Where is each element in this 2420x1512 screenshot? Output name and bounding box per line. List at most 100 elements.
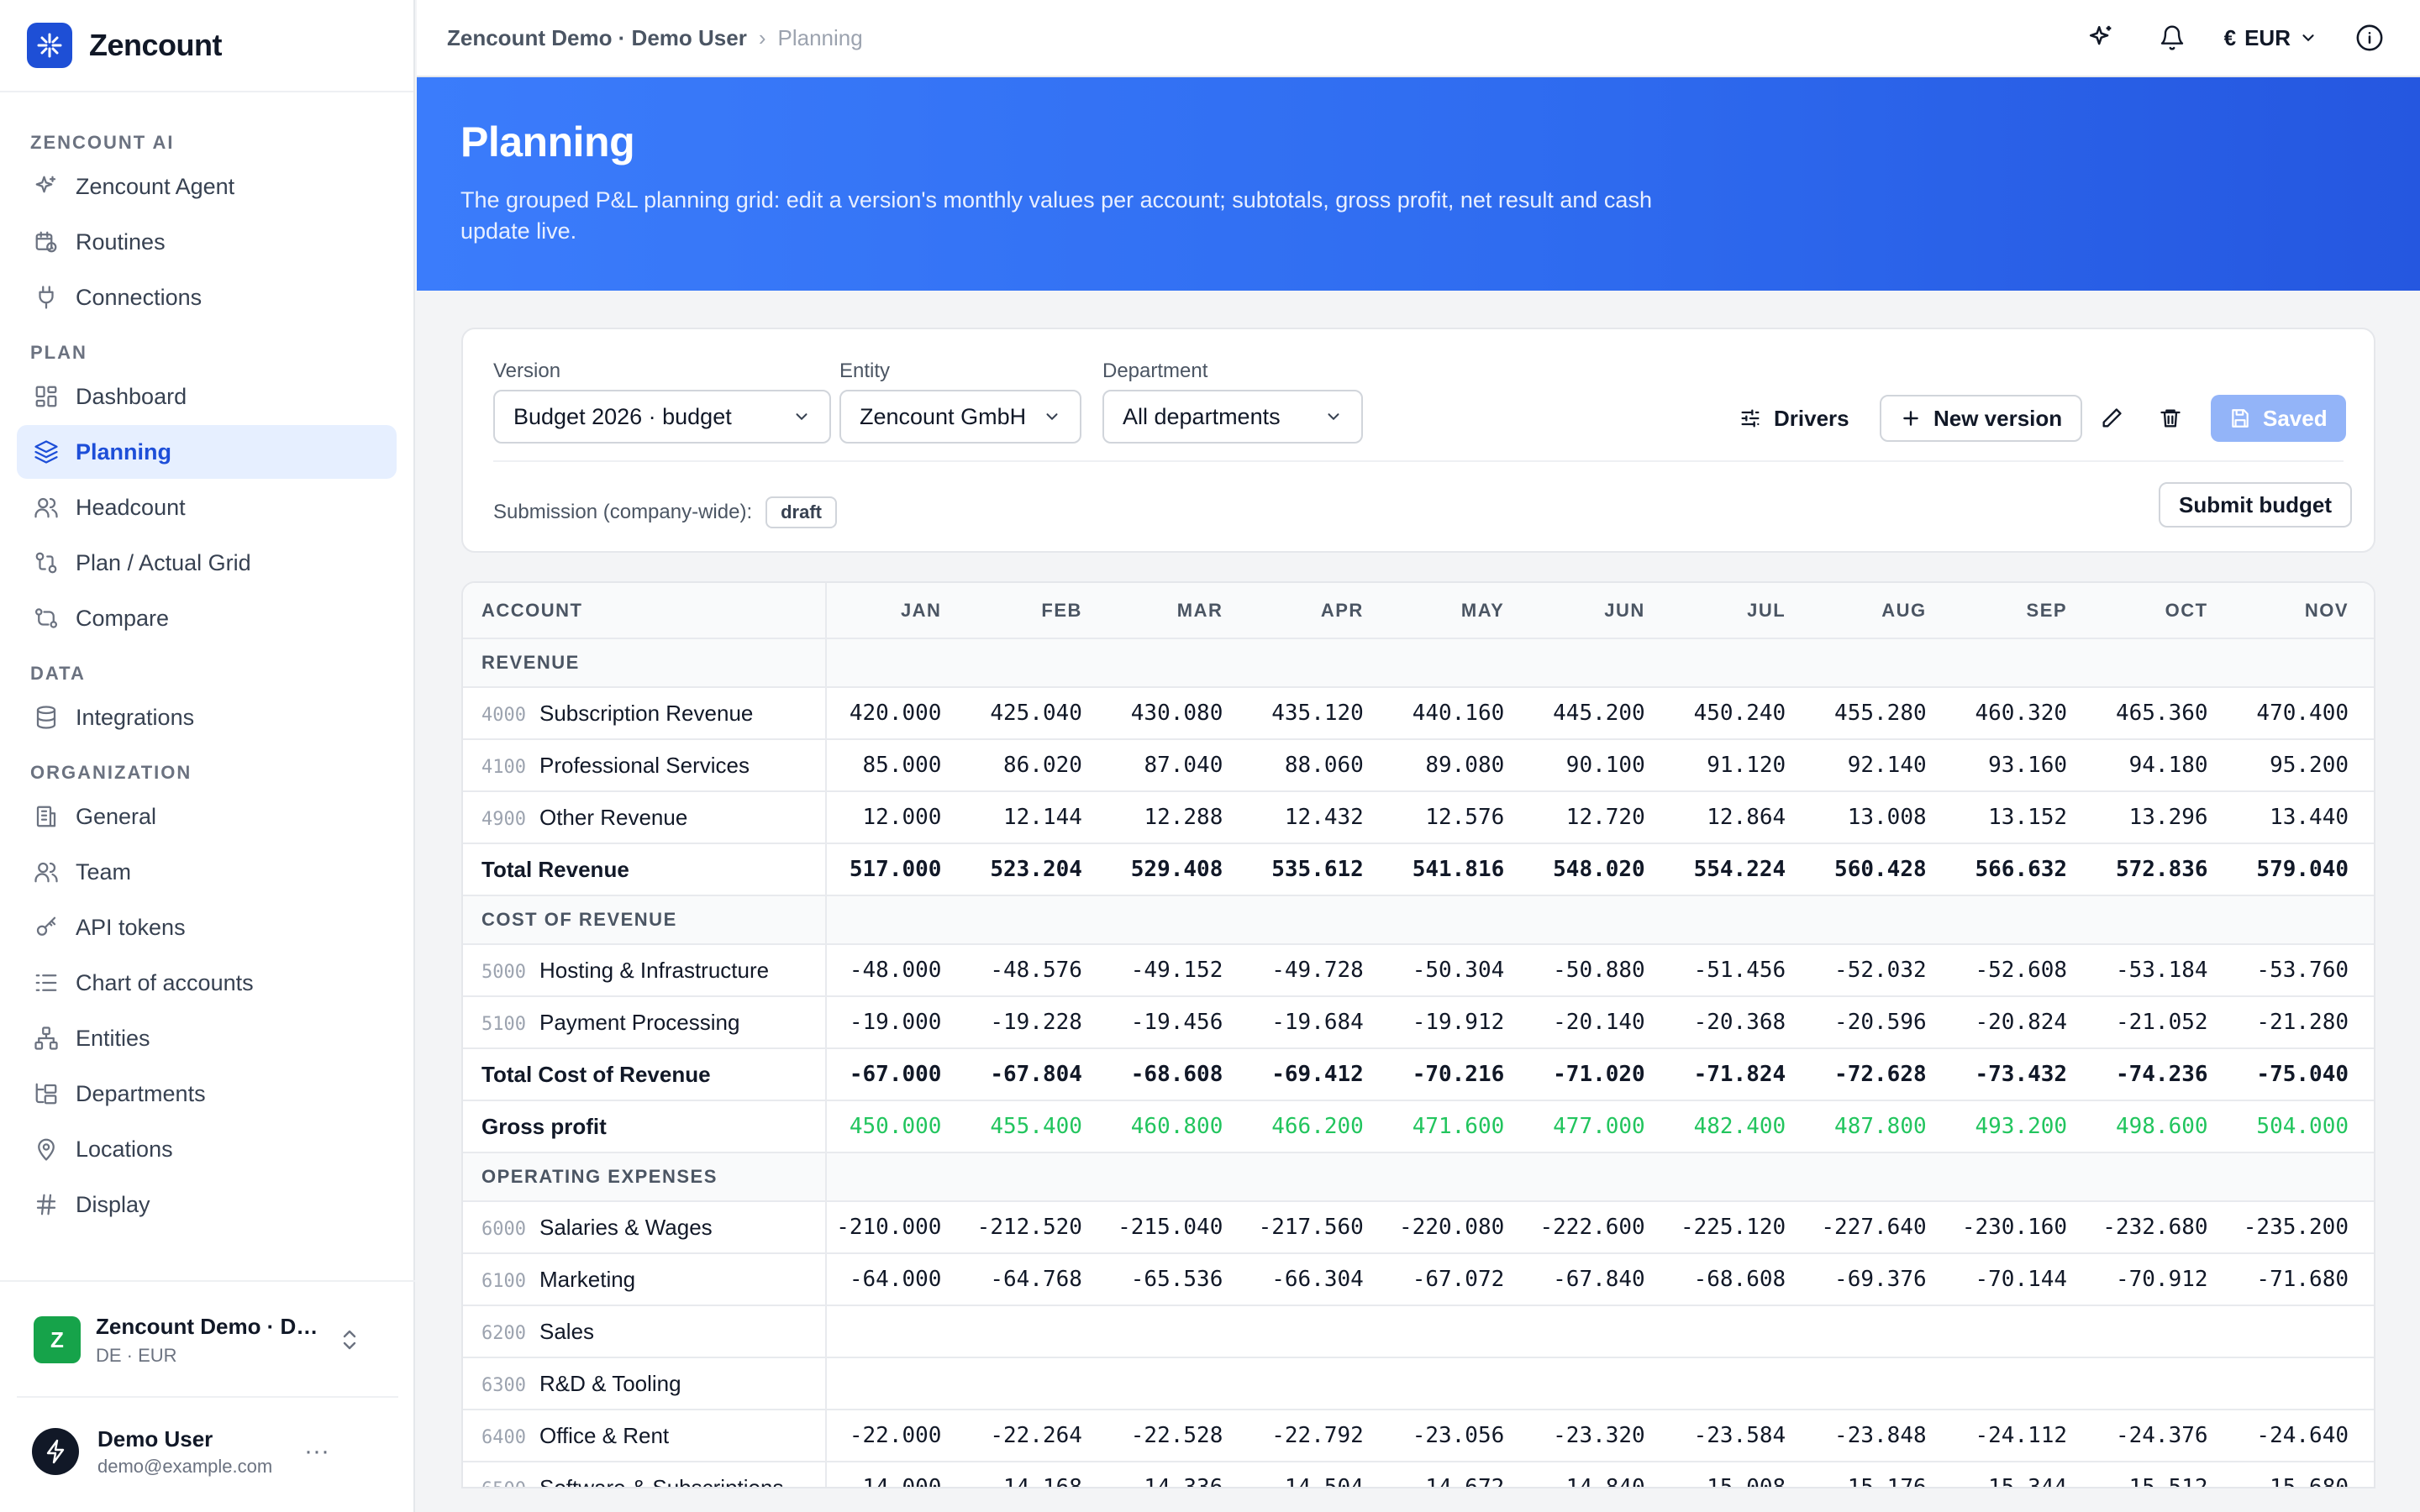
value-cell[interactable]: -22.528 xyxy=(1107,1410,1249,1462)
new-version-button[interactable]: New version xyxy=(1880,395,2083,442)
value-cell[interactable]: -70.144 xyxy=(1951,1253,2093,1306)
value-cell[interactable] xyxy=(1107,1305,1249,1358)
currency-selector[interactable]: € EUR xyxy=(2224,25,2317,51)
sidebar-item-chart-of-accounts[interactable]: Chart of accounts xyxy=(17,956,397,1010)
value-cell[interactable]: 92.140 xyxy=(1811,739,1952,792)
value-cell[interactable]: -222.600 xyxy=(1529,1201,1670,1254)
value-cell[interactable]: -20.140 xyxy=(1529,996,1670,1049)
value-cell[interactable]: -68.608 xyxy=(1670,1253,1812,1306)
sidebar-item-compare[interactable]: Compare xyxy=(17,591,397,645)
value-cell[interactable]: -20.824 xyxy=(1951,996,2093,1049)
value-cell[interactable]: -23.056 xyxy=(1388,1410,1530,1462)
value-cell[interactable]: -217.560 xyxy=(1248,1201,1389,1254)
department-select[interactable]: All departments xyxy=(1102,390,1363,444)
value-cell[interactable]: 12.288 xyxy=(1107,791,1249,844)
value-cell[interactable] xyxy=(1951,1357,2093,1410)
value-cell[interactable]: 12.000 xyxy=(825,791,967,844)
value-cell[interactable]: -235.200 xyxy=(2233,1201,2374,1254)
value-cell[interactable] xyxy=(2233,1305,2374,1358)
value-cell[interactable]: -21.280 xyxy=(2233,996,2374,1049)
value-cell[interactable]: -19.912 xyxy=(1388,996,1530,1049)
sidebar-item-plan-actual-grid[interactable]: Plan / Actual Grid xyxy=(17,536,397,590)
value-cell[interactable] xyxy=(2092,1305,2233,1358)
value-cell[interactable]: -210.000 xyxy=(825,1201,967,1254)
value-cell[interactable]: 95.200 xyxy=(2233,739,2374,792)
value-cell[interactable]: -50.304 xyxy=(1388,944,1530,997)
value-cell[interactable]: -50.880 xyxy=(1529,944,1670,997)
more-options-icon[interactable]: ··· xyxy=(304,1437,329,1465)
value-cell[interactable]: -49.152 xyxy=(1107,944,1249,997)
value-cell[interactable] xyxy=(966,1305,1107,1358)
value-cell[interactable]: -22.792 xyxy=(1248,1410,1389,1462)
value-cell[interactable]: 440.160 xyxy=(1388,687,1530,740)
value-cell[interactable] xyxy=(1388,1357,1530,1410)
value-cell[interactable]: -19.684 xyxy=(1248,996,1389,1049)
value-cell[interactable]: 450.240 xyxy=(1670,687,1812,740)
sidebar-item-display[interactable]: Display xyxy=(17,1178,397,1231)
value-cell[interactable]: -65.536 xyxy=(1107,1253,1249,1306)
saved-button[interactable]: Saved xyxy=(2211,395,2346,442)
value-cell[interactable]: 12.144 xyxy=(966,791,1107,844)
value-cell[interactable]: 430.080 xyxy=(1107,687,1249,740)
value-cell[interactable]: -52.608 xyxy=(1951,944,2093,997)
value-cell[interactable]: -19.000 xyxy=(825,996,967,1049)
value-cell[interactable]: -48.000 xyxy=(825,944,967,997)
value-cell[interactable]: -14.168 xyxy=(966,1462,1107,1487)
value-cell[interactable]: 13.296 xyxy=(2092,791,2233,844)
value-cell[interactable] xyxy=(966,1357,1107,1410)
value-cell[interactable]: 12.864 xyxy=(1670,791,1812,844)
value-cell[interactable]: -52.032 xyxy=(1811,944,1952,997)
value-cell[interactable]: 13.008 xyxy=(1811,791,1952,844)
sidebar-item-entities[interactable]: Entities xyxy=(17,1011,397,1065)
value-cell[interactable]: 89.080 xyxy=(1388,739,1530,792)
value-cell[interactable]: -49.728 xyxy=(1248,944,1389,997)
sidebar-item-routines[interactable]: Routines xyxy=(17,215,397,269)
sidebar-item-locations[interactable]: Locations xyxy=(17,1122,397,1176)
sidebar-item-connections[interactable]: Connections xyxy=(17,270,397,324)
value-cell[interactable] xyxy=(1951,1305,2093,1358)
value-cell[interactable]: -15.008 xyxy=(1670,1462,1812,1487)
value-cell[interactable]: -67.840 xyxy=(1529,1253,1670,1306)
value-cell[interactable]: -24.640 xyxy=(2233,1410,2374,1462)
value-cell[interactable] xyxy=(2092,1357,2233,1410)
value-cell[interactable]: -23.848 xyxy=(1811,1410,1952,1462)
value-cell[interactable]: 435.120 xyxy=(1248,687,1389,740)
value-cell[interactable]: -19.456 xyxy=(1107,996,1249,1049)
value-cell[interactable]: -20.596 xyxy=(1811,996,1952,1049)
value-cell[interactable] xyxy=(1529,1357,1670,1410)
value-cell[interactable]: -227.640 xyxy=(1811,1201,1952,1254)
value-cell[interactable]: -53.184 xyxy=(2092,944,2233,997)
brand[interactable]: Zencount xyxy=(0,0,413,92)
drivers-button[interactable]: Drivers xyxy=(1739,395,1849,442)
value-cell[interactable]: -15.512 xyxy=(2092,1462,2233,1487)
value-cell[interactable]: 88.060 xyxy=(1248,739,1389,792)
value-cell[interactable]: -212.520 xyxy=(966,1201,1107,1254)
value-cell[interactable]: -15.176 xyxy=(1811,1462,1952,1487)
value-cell[interactable]: -64.000 xyxy=(825,1253,967,1306)
breadcrumb-org[interactable]: Zencount Demo · Demo User xyxy=(447,24,747,50)
value-cell[interactable]: -24.112 xyxy=(1951,1410,2093,1462)
value-cell[interactable] xyxy=(1670,1357,1812,1410)
value-cell[interactable]: 86.020 xyxy=(966,739,1107,792)
edit-version-button[interactable] xyxy=(2100,395,2123,442)
value-cell[interactable] xyxy=(1107,1357,1249,1410)
value-cell[interactable] xyxy=(1670,1305,1812,1358)
value-cell[interactable] xyxy=(2233,1357,2374,1410)
value-cell[interactable]: -53.760 xyxy=(2233,944,2374,997)
value-cell[interactable] xyxy=(1811,1357,1952,1410)
value-cell[interactable]: -14.672 xyxy=(1388,1462,1530,1487)
value-cell[interactable]: -20.368 xyxy=(1670,996,1812,1049)
value-cell[interactable]: -14.336 xyxy=(1107,1462,1249,1487)
sidebar-item-planning[interactable]: Planning xyxy=(17,425,397,479)
value-cell[interactable]: -66.304 xyxy=(1248,1253,1389,1306)
value-cell[interactable]: 13.440 xyxy=(2233,791,2374,844)
value-cell[interactable] xyxy=(1529,1305,1670,1358)
value-cell[interactable]: 420.000 xyxy=(825,687,967,740)
value-cell[interactable]: 465.360 xyxy=(2092,687,2233,740)
value-cell[interactable]: -51.456 xyxy=(1670,944,1812,997)
value-cell[interactable]: 13.152 xyxy=(1951,791,2093,844)
value-cell[interactable] xyxy=(1248,1305,1389,1358)
value-cell[interactable]: -19.228 xyxy=(966,996,1107,1049)
value-cell[interactable]: -215.040 xyxy=(1107,1201,1249,1254)
value-cell[interactable]: 12.720 xyxy=(1529,791,1670,844)
